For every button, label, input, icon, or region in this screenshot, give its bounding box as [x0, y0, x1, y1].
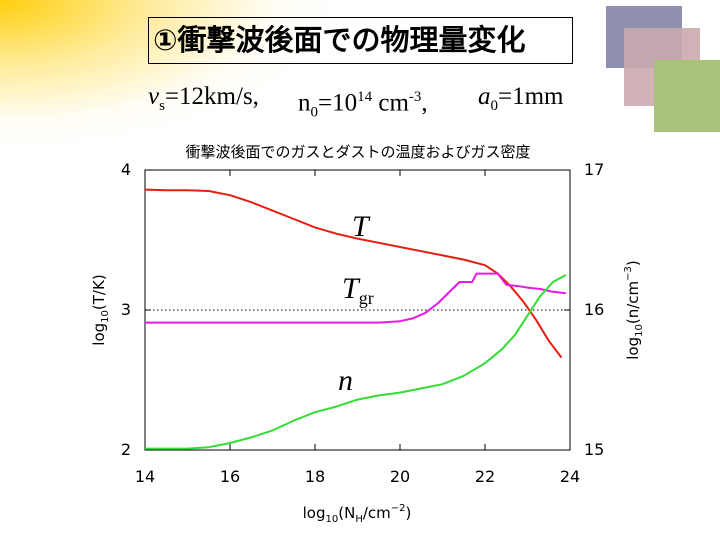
series-line-n — [145, 274, 567, 450]
title-frame — [148, 17, 573, 64]
series-label-Tgr: Tgr — [342, 272, 374, 308]
param-shock-velocity: νs=12km/s, — [148, 83, 259, 114]
series-line-T — [144, 188, 563, 359]
param-initial-density: n0=1014 cm-3, — [298, 89, 428, 121]
x-tick-label: 24 — [560, 467, 580, 486]
series-line-Tgr — [145, 272, 566, 324]
x-tick-label: 22 — [475, 467, 495, 486]
y-axis-left-label: log10(T/K) — [90, 274, 111, 345]
x-tick-label: 18 — [305, 467, 325, 486]
y-right-tick-label: 16 — [584, 300, 604, 319]
y-right-tick-label: 17 — [584, 160, 604, 179]
x-tick-label: 16 — [220, 467, 240, 486]
y-axis-right-label: log10(n/cm−3) — [623, 260, 645, 360]
x-tick-label: 20 — [390, 467, 410, 486]
y-left-tick-label: 2 — [121, 440, 131, 459]
decor-square-green — [654, 60, 720, 132]
x-tick-label: 14 — [135, 467, 155, 486]
chart-title: 衝撃波後面でのガスとダストの温度およびガス密度 — [185, 143, 530, 161]
x-axis-label: log10(NH/cm−2) — [303, 503, 412, 525]
param-grain-radius: a0=1mm — [478, 83, 564, 114]
series-label-T: T — [352, 210, 371, 243]
y-right-tick-label: 15 — [584, 440, 604, 459]
y-left-tick-label: 4 — [121, 160, 131, 179]
slide-title: ①衝撃波後面での物理量変化 — [153, 23, 526, 57]
y-left-tick-label: 3 — [121, 300, 131, 319]
series-label-n: n — [338, 364, 353, 397]
